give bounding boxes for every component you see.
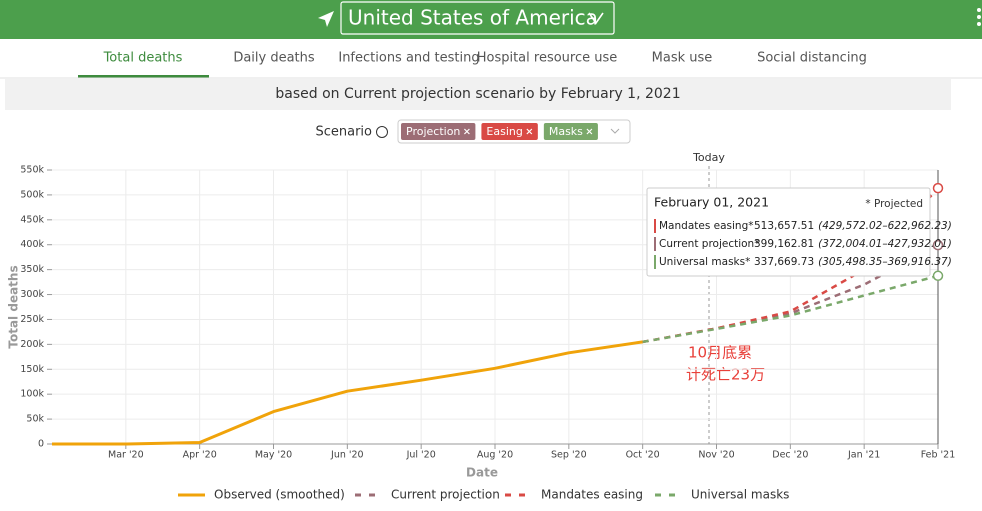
top-bar xyxy=(0,0,982,39)
scenario-label: Scenario xyxy=(315,125,372,140)
menu-dot[interactable] xyxy=(977,8,981,12)
tooltip-value: 399,162.81 xyxy=(754,238,814,250)
tooltip-value: 337,669.73 xyxy=(754,256,814,268)
y-tick-label: 550k xyxy=(20,165,44,176)
menu-dot[interactable] xyxy=(977,22,981,26)
tab[interactable]: Mask use xyxy=(652,51,713,66)
x-tick-label: Aug '20 xyxy=(477,450,513,461)
chip-remove[interactable] xyxy=(463,128,470,135)
y-tick-label: 450k xyxy=(20,214,44,225)
x-tick-label: Apr '20 xyxy=(183,450,217,461)
x-tick-label: Nov '20 xyxy=(698,450,734,461)
chip-remove[interactable] xyxy=(526,128,533,135)
tooltip-range: (372,004.01–427,932.01) xyxy=(818,238,952,250)
x-tick-label: Oct '20 xyxy=(626,450,660,461)
y-tick-label: 300k xyxy=(20,289,44,300)
menu-dot[interactable] xyxy=(977,15,981,19)
annotation: 10月底累 xyxy=(688,344,752,362)
end-marker xyxy=(932,182,944,194)
chip-bg xyxy=(481,123,538,140)
y-tick-label: 400k xyxy=(20,239,44,250)
y-tick-label: 250k xyxy=(20,314,44,325)
chip-remove[interactable] xyxy=(586,128,593,135)
tooltip-range: (305,498.35–369,916.37) xyxy=(818,256,952,268)
y-tick-label: 150k xyxy=(20,364,44,375)
chip-bg xyxy=(401,123,476,140)
summary-box xyxy=(5,79,951,110)
x-tick-label: May '20 xyxy=(255,450,292,461)
y-tick-label: 500k xyxy=(20,189,44,200)
tab-underline xyxy=(78,75,209,78)
dropdown-chevron[interactable] xyxy=(588,12,604,25)
scenario-chip[interactable]: Easing xyxy=(481,123,538,140)
location-name[interactable]: United States of America xyxy=(348,6,598,30)
location-select[interactable] xyxy=(340,1,615,35)
info-icon[interactable] xyxy=(376,126,388,138)
end-marker xyxy=(932,239,944,251)
y-tick-label: 200k xyxy=(20,339,44,350)
tooltip-swatch xyxy=(654,237,656,251)
legend-label[interactable]: Mandates easing xyxy=(541,488,643,502)
today-label: Today xyxy=(692,151,725,164)
x-tick-label: Jan '21 xyxy=(847,450,880,461)
legend-label[interactable]: Current projection xyxy=(391,488,500,502)
tooltip-swatch xyxy=(654,219,656,233)
x-tick-label: Jun '20 xyxy=(330,450,364,461)
end-marker xyxy=(932,270,944,282)
y-tick-label: 50k xyxy=(26,414,44,425)
chip-bg xyxy=(543,123,598,140)
tooltip-range: (429,572.02–622,962.23) xyxy=(818,220,952,232)
annotation: 计死亡23万 xyxy=(686,366,765,384)
scenario-chip[interactable]: Projection xyxy=(401,123,476,140)
tooltip-swatch xyxy=(654,255,656,269)
tooltip-title: February 01, 2021 xyxy=(654,195,769,210)
legend-label[interactable]: Universal masks xyxy=(691,488,789,502)
scenario-chip[interactable]: Masks xyxy=(543,123,598,140)
tooltip-note: * Projected xyxy=(865,198,923,210)
y-tick-label: 0 xyxy=(38,439,44,450)
series-line xyxy=(642,274,939,344)
x-tick-label: Dec '20 xyxy=(772,450,808,461)
location-icon xyxy=(318,11,334,27)
y-tick-label: 100k xyxy=(20,389,44,400)
tooltip-name: Universal masks* xyxy=(659,256,750,268)
legend-label[interactable]: Observed (smoothed) xyxy=(214,488,345,502)
x-tick-label: Mar '20 xyxy=(108,450,144,461)
chip-label: Easing xyxy=(486,125,522,138)
subtitle: based on Current projection scenario by … xyxy=(275,86,680,102)
chip-label: Masks xyxy=(549,125,583,138)
tooltip-name: Mandates easing* xyxy=(659,220,754,232)
tab[interactable]: Infections and testing xyxy=(338,51,479,66)
tab[interactable]: Daily deaths xyxy=(233,51,315,66)
y-axis-title: Total deaths xyxy=(7,265,21,348)
tab[interactable]: Social distancing xyxy=(757,51,867,66)
select-chevron[interactable] xyxy=(610,128,620,134)
tooltip-box xyxy=(646,187,931,277)
x-tick-label: Sep '20 xyxy=(551,450,587,461)
tooltip-name: Current projection* xyxy=(659,238,759,250)
tab[interactable]: Hospital resource use xyxy=(477,51,618,66)
x-tick-label: Jul '20 xyxy=(406,450,436,461)
x-axis-title: Date xyxy=(466,466,498,480)
series-line xyxy=(52,340,643,446)
x-tick-label: Feb '21 xyxy=(921,450,956,461)
y-tick-label: 350k xyxy=(20,264,44,275)
chip-label: Projection xyxy=(406,125,460,138)
tab[interactable]: Total deaths xyxy=(103,51,183,66)
tooltip-value: 513,657.51 xyxy=(754,220,814,232)
